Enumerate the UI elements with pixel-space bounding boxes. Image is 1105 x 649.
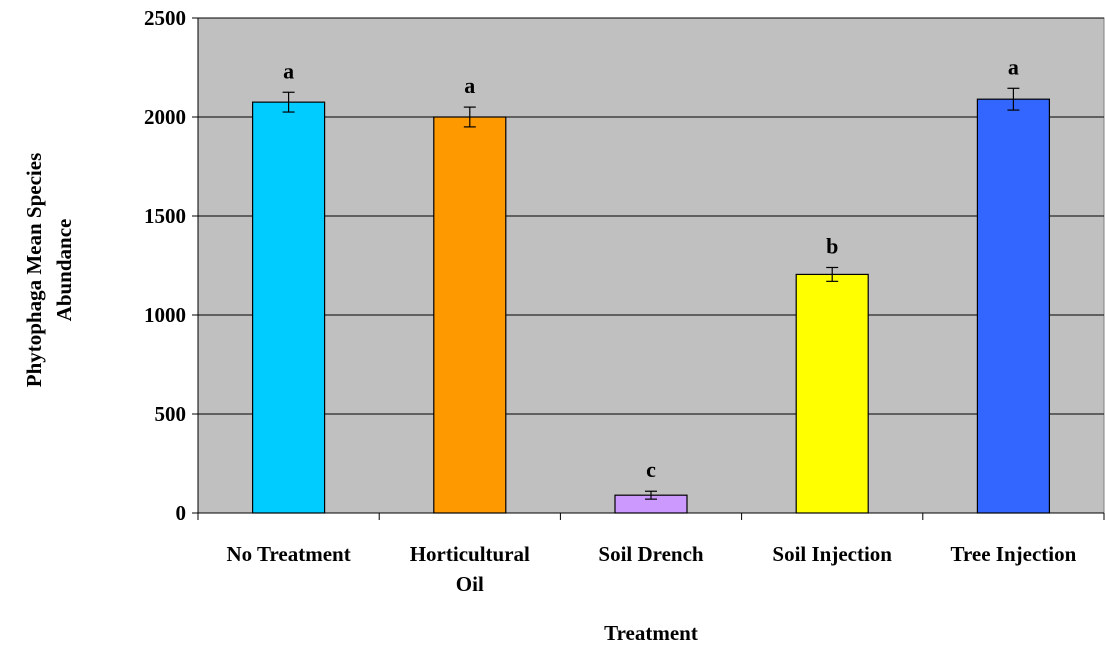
significance-letter: a [1008, 54, 1019, 79]
category-label: Horticultural Oil [410, 542, 530, 596]
bar [795, 273, 869, 514]
y-tick-label: 1500 [144, 204, 186, 228]
y-tick-label: 500 [155, 402, 187, 426]
category-label: Soil Drench [598, 542, 704, 566]
bar [433, 116, 507, 514]
y-tick-labels: 0 500 1000 1500 2000 2500 [144, 6, 186, 525]
y-axis-title-line-1: Phytophaga Mean Species [22, 153, 46, 388]
significance-letter: a [464, 73, 475, 98]
category-label: No Treatment [226, 542, 350, 566]
bar [252, 101, 326, 514]
y-tick-label: 2500 [144, 6, 186, 30]
significance-letter: b [826, 233, 838, 258]
significance-letters: a a c b a [283, 54, 1019, 482]
category-label: Tree Injection [951, 542, 1077, 566]
x-category-labels: No Treatment Horticultural Oil Soil Drench S… [226, 542, 1076, 596]
y-tick-label: 2000 [144, 105, 186, 129]
y-tick-label: 1000 [144, 303, 186, 327]
bar [976, 98, 1051, 514]
gridlines [198, 17, 1104, 415]
significance-letter: a [283, 58, 294, 83]
category-label: Soil Injection [772, 542, 892, 566]
y-axis-title-line-2: Abundance [52, 219, 76, 322]
error-bars [282, 87, 1020, 500]
bars [252, 98, 1051, 514]
plot-area [197, 17, 1105, 514]
x-axis-title: Treatment [604, 621, 698, 645]
y-tick-label: 0 [176, 501, 187, 525]
axes [192, 17, 1105, 520]
significance-letter: c [646, 457, 656, 482]
